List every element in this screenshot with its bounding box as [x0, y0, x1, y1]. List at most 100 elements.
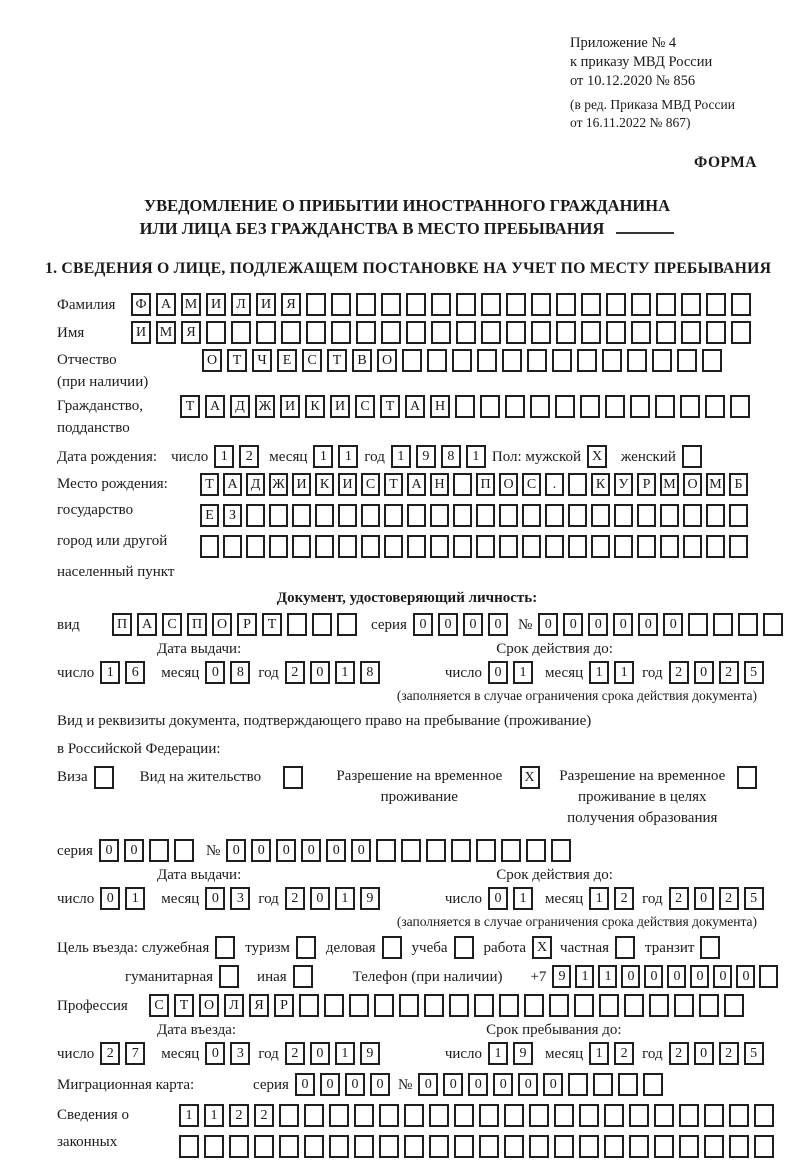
- birth-place-cell[interactable]: [568, 473, 587, 496]
- doc-number-cell[interactable]: 0: [538, 613, 559, 636]
- representative-cell[interactable]: [304, 1104, 324, 1127]
- given-name-cell[interactable]: [306, 321, 326, 344]
- birth-place-cell[interactable]: [453, 473, 472, 496]
- birth-place-cell[interactable]: С: [522, 473, 541, 496]
- given-name-cell[interactable]: [706, 321, 726, 344]
- surname-cell[interactable]: Ф: [131, 293, 151, 316]
- birth-place-cell[interactable]: Е: [200, 504, 219, 527]
- representative-cell[interactable]: [454, 1104, 474, 1127]
- surname-cell[interactable]: [456, 293, 476, 316]
- surname-cell[interactable]: [406, 293, 426, 316]
- doc-kind-cell[interactable]: [312, 613, 332, 636]
- doc-valid-year-cell[interactable]: 2: [718, 661, 739, 684]
- patronymic-cell[interactable]: [477, 349, 497, 372]
- stay-year-cell[interactable]: 5: [743, 1042, 764, 1065]
- profession-cell[interactable]: Л: [224, 994, 244, 1017]
- profession-cell[interactable]: [574, 994, 594, 1017]
- birth-place-cell[interactable]: О: [683, 473, 702, 496]
- mig-series-cell[interactable]: 0: [319, 1073, 340, 1096]
- birth-place-cell[interactable]: [246, 504, 265, 527]
- res-number-cell[interactable]: [551, 839, 572, 862]
- doc-issue-day-cell[interactable]: 6: [125, 661, 146, 684]
- representative-cell[interactable]: [479, 1104, 499, 1127]
- profession-cell[interactable]: [699, 994, 719, 1017]
- res-number-cell[interactable]: 0: [226, 839, 247, 862]
- stay-year-cell[interactable]: 0: [693, 1042, 714, 1065]
- birth-place-cell[interactable]: [683, 535, 702, 558]
- mig-number-cell[interactable]: [643, 1073, 664, 1096]
- representative-cell[interactable]: [179, 1135, 199, 1158]
- purpose-transit-checkbox[interactable]: [700, 936, 721, 959]
- surname-cell[interactable]: Я: [281, 293, 301, 316]
- birth-place-cell[interactable]: [453, 535, 472, 558]
- doc-issue-year-cell[interactable]: 2: [284, 661, 305, 684]
- res-issue-year-cell[interactable]: 1: [334, 887, 355, 910]
- doc-valid-month-cell[interactable]: 1: [589, 661, 610, 684]
- citizenship-cell[interactable]: Т: [180, 395, 200, 418]
- mig-number-cell[interactable]: 0: [493, 1073, 514, 1096]
- given-name-cell[interactable]: [631, 321, 651, 344]
- patronymic-cell[interactable]: [702, 349, 722, 372]
- representative-cell[interactable]: 1: [179, 1104, 199, 1127]
- birth-day-cell[interactable]: 1: [214, 445, 235, 468]
- representative-cell[interactable]: [504, 1104, 524, 1127]
- doc-kind-cell[interactable]: Р: [237, 613, 257, 636]
- birth-place-cell[interactable]: [292, 504, 311, 527]
- birth-place-cell[interactable]: [223, 535, 242, 558]
- doc-kind-cell[interactable]: О: [212, 613, 232, 636]
- doc-series-cell[interactable]: 0: [487, 613, 508, 636]
- given-name-cell[interactable]: [556, 321, 576, 344]
- citizenship-cell[interactable]: [555, 395, 575, 418]
- res-series-cell[interactable]: [148, 839, 169, 862]
- birth-place-cell[interactable]: [338, 535, 357, 558]
- profession-cell[interactable]: [424, 994, 444, 1017]
- stay-year-cell[interactable]: 2: [718, 1042, 739, 1065]
- birth-place-cell[interactable]: [637, 535, 656, 558]
- representative-cell[interactable]: [729, 1104, 749, 1127]
- surname-cell[interactable]: И: [206, 293, 226, 316]
- doc-series-cell[interactable]: 0: [437, 613, 458, 636]
- mig-number-cell[interactable]: [618, 1073, 639, 1096]
- surname-cell[interactable]: [506, 293, 526, 316]
- given-name-cell[interactable]: [206, 321, 226, 344]
- citizenship-cell[interactable]: К: [305, 395, 325, 418]
- citizenship-cell[interactable]: [730, 395, 750, 418]
- representative-cell[interactable]: [404, 1104, 424, 1127]
- representative-cell[interactable]: [429, 1135, 449, 1158]
- surname-cell[interactable]: И: [256, 293, 276, 316]
- entry-year-cell[interactable]: 1: [334, 1042, 355, 1065]
- profession-cell[interactable]: [599, 994, 619, 1017]
- given-name-cell[interactable]: [381, 321, 401, 344]
- surname-cell[interactable]: [531, 293, 551, 316]
- res-issue-year-cell[interactable]: 0: [309, 887, 330, 910]
- patronymic-cell[interactable]: В: [352, 349, 372, 372]
- birth-place-cell[interactable]: [683, 504, 702, 527]
- birth-place-cell[interactable]: [430, 504, 449, 527]
- phone-digit-cell[interactable]: 9: [552, 965, 572, 988]
- birth-place-cell[interactable]: П: [476, 473, 495, 496]
- birth-place-cell[interactable]: .: [545, 473, 564, 496]
- patronymic-cell[interactable]: [452, 349, 472, 372]
- birth-year-cell[interactable]: 9: [415, 445, 436, 468]
- phone-digit-cell[interactable]: 0: [713, 965, 733, 988]
- doc-series-cell[interactable]: 0: [412, 613, 433, 636]
- patronymic-cell[interactable]: Ч: [252, 349, 272, 372]
- birth-place-cell[interactable]: [292, 535, 311, 558]
- patronymic-cell[interactable]: [677, 349, 697, 372]
- representative-cell[interactable]: [329, 1135, 349, 1158]
- profession-cell[interactable]: [474, 994, 494, 1017]
- representative-cell[interactable]: [329, 1104, 349, 1127]
- given-name-cell[interactable]: [531, 321, 551, 344]
- citizenship-cell[interactable]: [605, 395, 625, 418]
- birth-place-cell[interactable]: И: [292, 473, 311, 496]
- birth-place-cell[interactable]: [614, 535, 633, 558]
- doc-number-cell[interactable]: 0: [613, 613, 634, 636]
- doc-number-cell[interactable]: 0: [638, 613, 659, 636]
- given-name-cell[interactable]: [256, 321, 276, 344]
- citizenship-cell[interactable]: С: [355, 395, 375, 418]
- doc-valid-day-cell[interactable]: 0: [488, 661, 509, 684]
- given-name-cell[interactable]: М: [156, 321, 176, 344]
- birth-place-cell[interactable]: [660, 535, 679, 558]
- res-number-cell[interactable]: [476, 839, 497, 862]
- birth-place-cell[interactable]: [453, 504, 472, 527]
